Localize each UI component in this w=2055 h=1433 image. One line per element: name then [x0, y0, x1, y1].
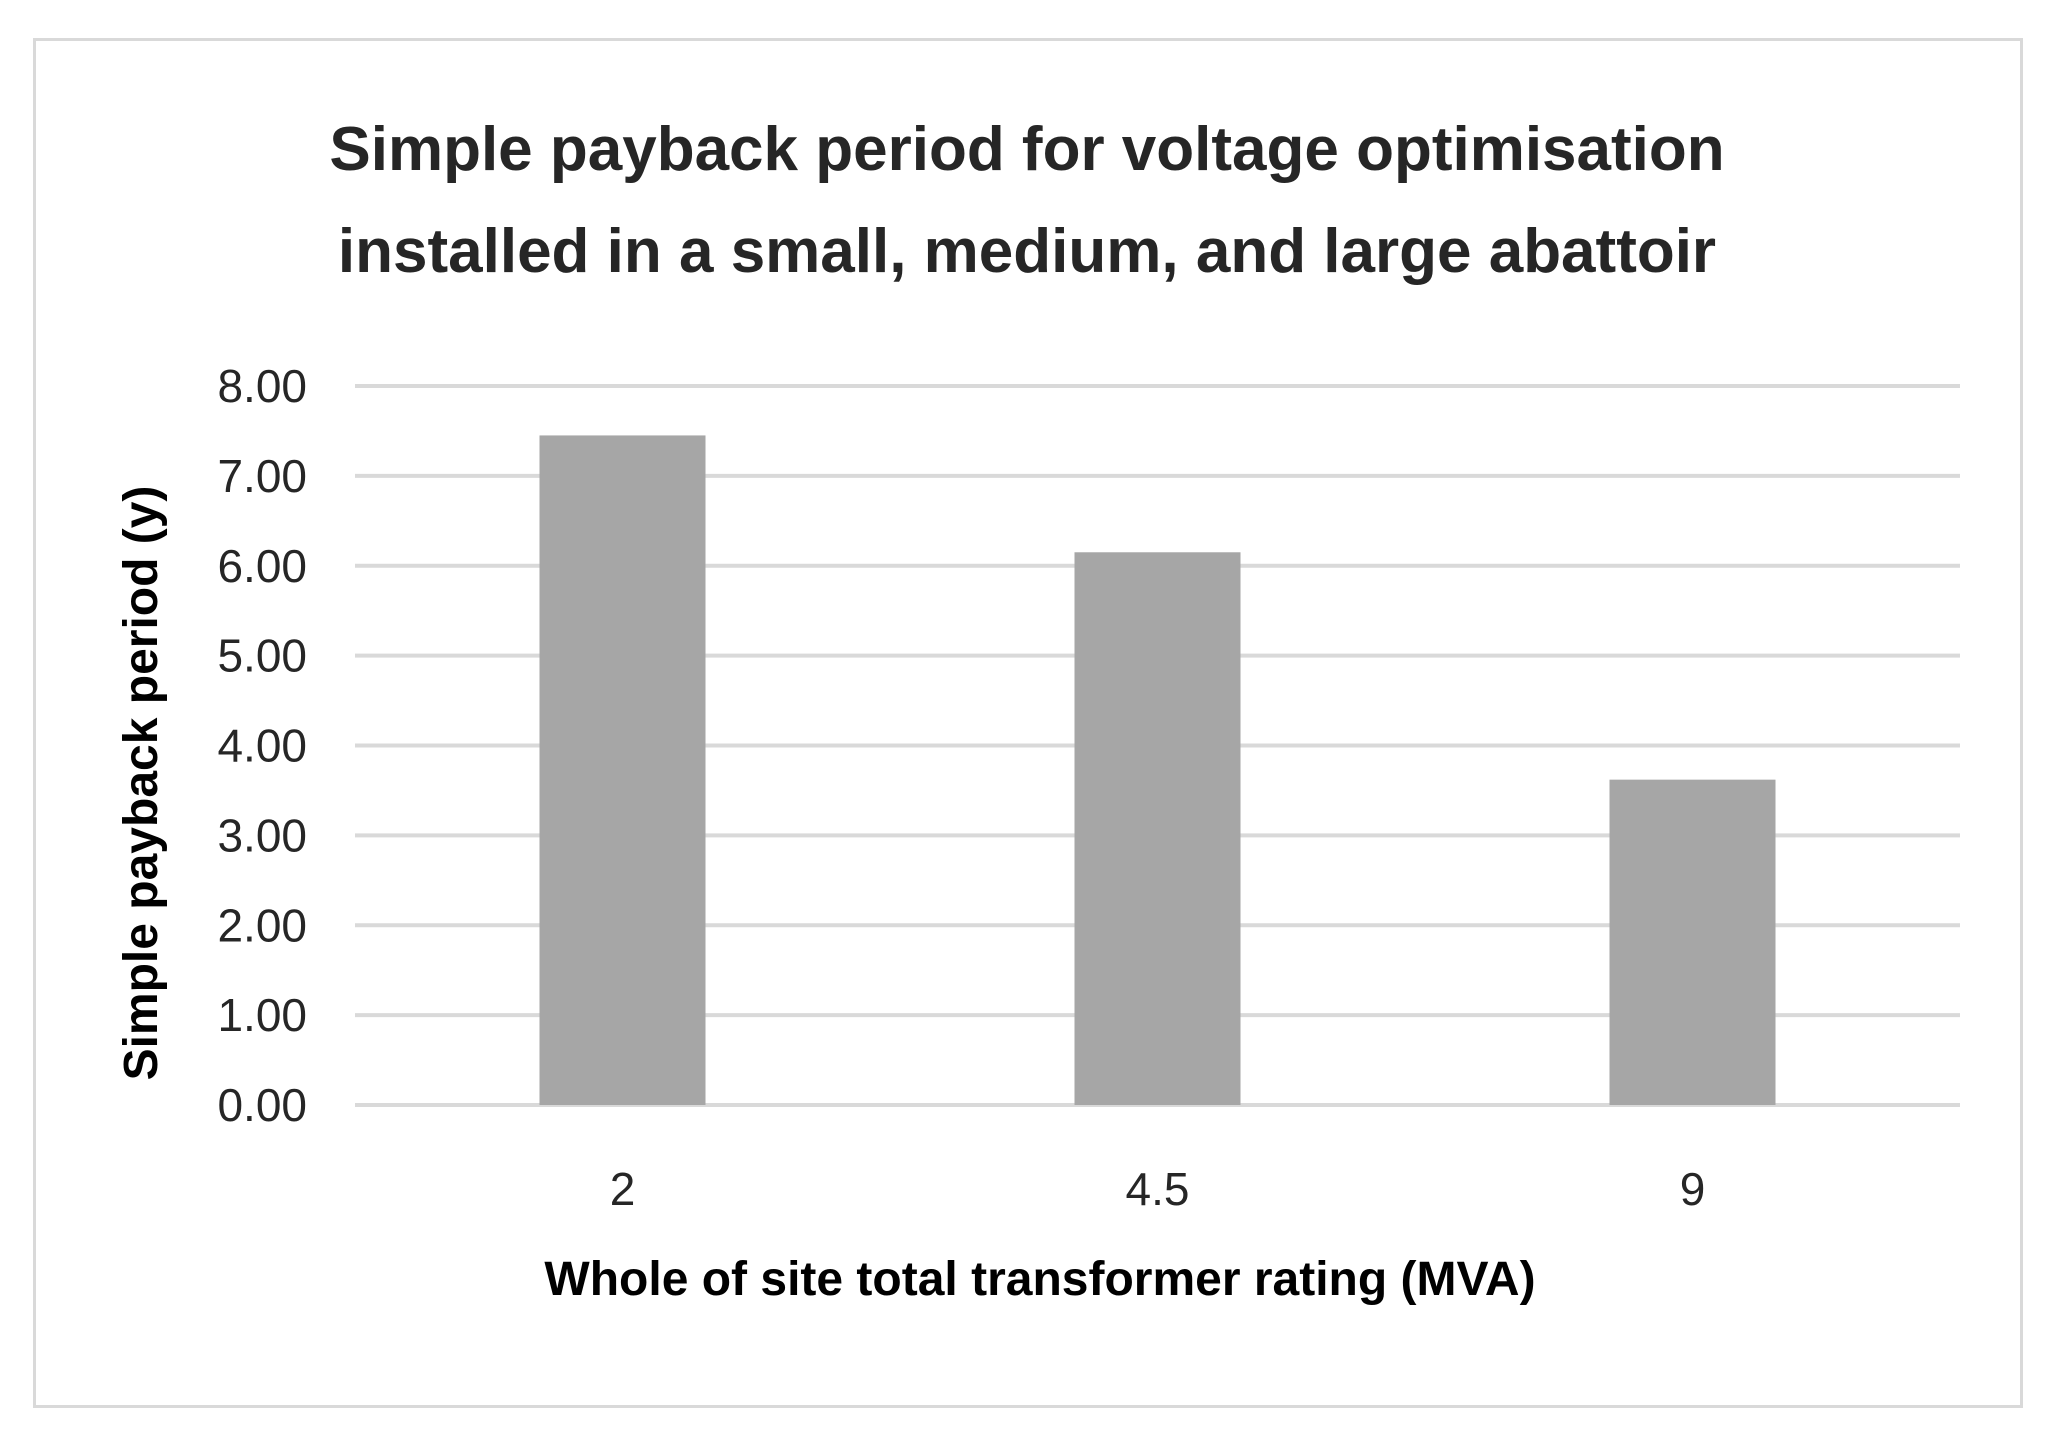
x-tick-label: 9 [1680, 1163, 1706, 1215]
y-tick-label: 5.00 [217, 630, 307, 682]
x-axis-title: Whole of site total transformer rating (… [544, 1253, 1535, 1306]
bar-2 [539, 435, 706, 1105]
y-tick-label: 2.00 [217, 899, 307, 951]
x-axis-ticks: 2 4.5 9 [610, 1163, 1706, 1215]
y-tick-label: 8.00 [217, 360, 307, 412]
y-tick-label: 4.00 [217, 720, 307, 772]
bars [539, 435, 1776, 1105]
y-tick-label: 1.00 [217, 989, 307, 1041]
x-tick-label: 4.5 [1126, 1163, 1190, 1215]
bar-4-5 [1074, 552, 1241, 1105]
y-tick-label: 6.00 [217, 540, 307, 592]
y-tick-label: 3.00 [217, 809, 307, 861]
y-axis-ticks: 0.00 1.00 2.00 3.00 4.00 5.00 6.00 7.00 8.00 [217, 360, 307, 1131]
y-tick-label: 0.00 [217, 1079, 307, 1131]
chart-frame [33, 38, 2023, 1408]
y-axis-title: Simple payback period (y) [115, 486, 168, 1081]
chart-title: Simple payback period for voltage optimi… [329, 115, 1724, 286]
y-tick-label: 7.00 [217, 450, 307, 502]
x-tick-label: 2 [610, 1163, 636, 1215]
chart-title-line-1: Simple payback period for voltage optimi… [329, 115, 1724, 184]
bar-9 [1609, 779, 1776, 1105]
chart-title-line-2: installed in a small, medium, and large … [338, 217, 1716, 286]
